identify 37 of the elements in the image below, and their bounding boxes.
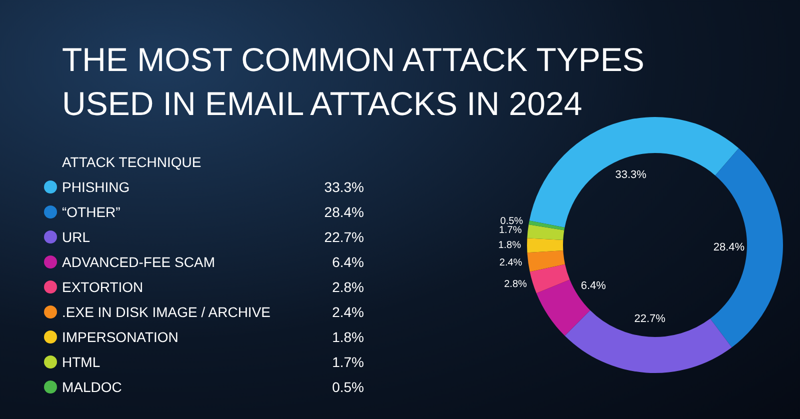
text: 0.5%	[332, 379, 364, 395]
legend-label: ADVANCED-FEE SCAM	[62, 254, 215, 270]
legend-label: “OTHER”	[62, 204, 121, 220]
legend-label: .EXE IN DISK IMAGE / ARCHIVE	[62, 304, 270, 320]
donut-slice	[527, 250, 566, 272]
data-label: 33.3%	[615, 169, 647, 182]
legend-label: PHISHING	[62, 179, 130, 195]
data-label: 2.4%	[499, 258, 522, 268]
donut-slice	[527, 224, 564, 240]
data-label: 1.8%	[498, 240, 522, 251]
data-label: 0.5%	[500, 216, 524, 227]
text: 22.7%	[324, 229, 364, 245]
text: 28.4%	[324, 204, 364, 220]
donut-slice	[529, 117, 739, 228]
legend-label: HTML	[62, 354, 100, 370]
legend-label: EXTORTION	[62, 279, 144, 295]
data-label: 28.4%	[713, 242, 745, 254]
text: 1.8%	[332, 329, 364, 345]
text: 33.3%	[324, 179, 364, 195]
donut-slice	[530, 264, 570, 294]
data-label: 22.7%	[634, 312, 666, 325]
data-label: 6.4%	[580, 280, 606, 292]
donut-slice	[564, 310, 732, 373]
legend-label: IMPERSONATION	[62, 329, 178, 345]
text: 2.4%	[332, 304, 364, 320]
donut-slice	[710, 148, 783, 348]
data-label: 1.7%	[498, 225, 522, 236]
legend-title: ATTACK TECHNIQUE	[62, 154, 202, 170]
donut-slice	[527, 238, 564, 253]
legend-label: URL	[62, 229, 90, 245]
text: 2.8%	[332, 279, 364, 295]
legend-label: MALDOC	[62, 379, 122, 395]
data-label: 2.8%	[504, 278, 528, 290]
text: 6.4%	[332, 254, 364, 270]
donut-slice	[528, 220, 565, 230]
text: 1.7%	[332, 354, 364, 370]
chart-title: THE MOST COMMON ATTACK TYPES USED IN EMAIL ATTACKS IN 2024	[62, 40, 646, 124]
